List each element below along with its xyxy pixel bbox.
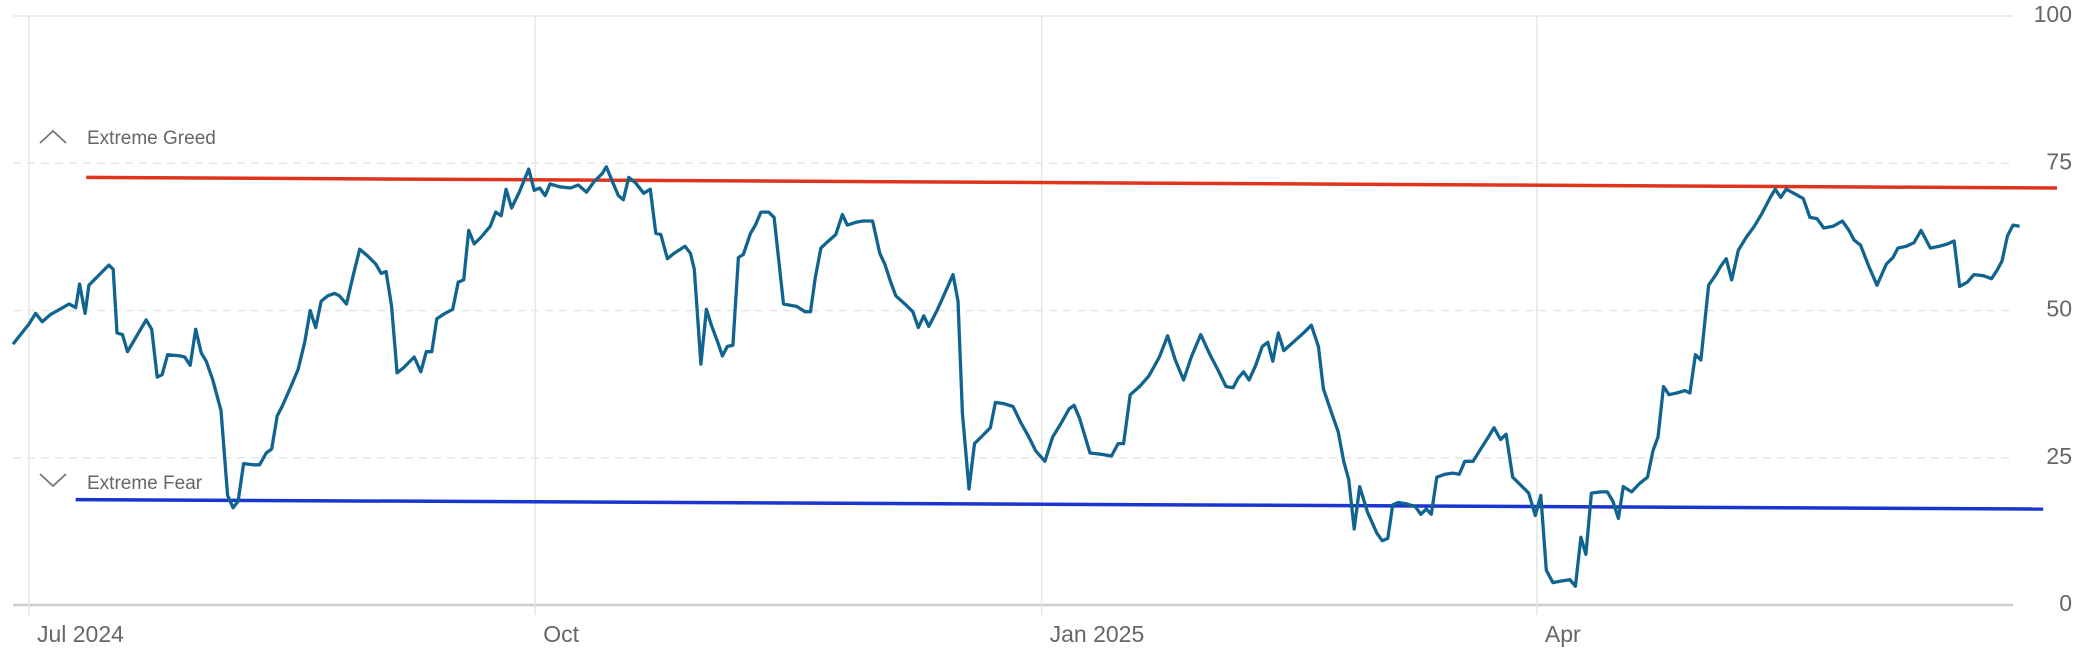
reference-line — [75, 497, 2044, 511]
x-tick-label: Apr — [1545, 621, 1581, 647]
y-tick-label: 75 — [2046, 148, 2072, 174]
greed-chevron — [39, 129, 67, 144]
x-tick-label: Jul 2024 — [37, 621, 124, 647]
index-line — [11, 165, 2020, 588]
y-tick-label: 100 — [2034, 1, 2072, 27]
y-tick-label: 50 — [2046, 296, 2072, 322]
reference-line — [86, 175, 2058, 190]
reference-label: Extreme Greed — [87, 128, 216, 149]
y-tick-label: 0 — [2059, 590, 2072, 616]
x-tick-label: Oct — [543, 621, 579, 647]
x-tick-label: Jan 2025 — [1050, 621, 1145, 647]
y-tick-label: 25 — [2046, 443, 2072, 469]
reference-label: Extreme Fear — [87, 473, 203, 494]
fear-chevron — [39, 473, 67, 488]
